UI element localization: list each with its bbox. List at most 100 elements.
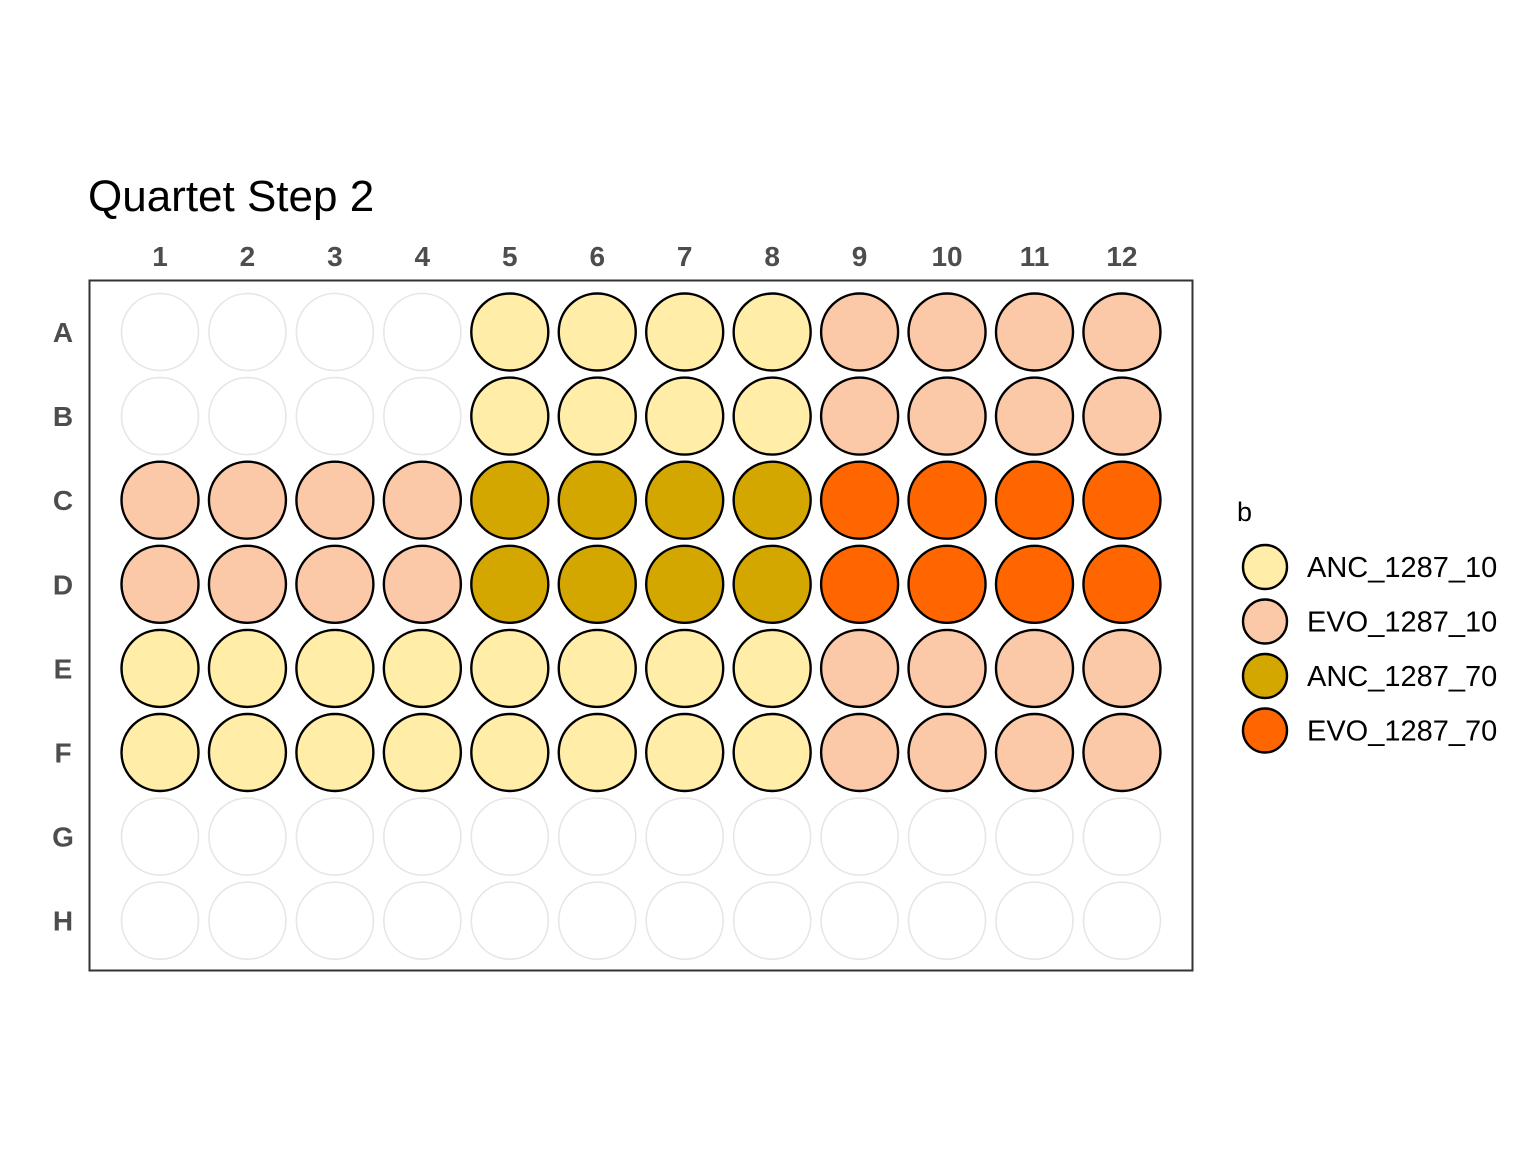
well-G8 — [732, 797, 812, 876]
well-G4 — [383, 797, 462, 876]
column-label-4: 4 — [415, 241, 431, 272]
well-H4 — [383, 881, 462, 961]
well-G7 — [645, 797, 725, 876]
well-D6 — [557, 544, 637, 624]
well-D12 — [1082, 544, 1162, 624]
column-label-9: 9 — [852, 241, 868, 272]
well-H10 — [907, 881, 987, 961]
column-label-11: 11 — [1020, 241, 1050, 272]
well-F12 — [1082, 712, 1162, 793]
row-label-H: H — [53, 906, 73, 937]
well-D9 — [819, 544, 900, 624]
well-H8 — [732, 881, 812, 961]
legend-key — [1241, 652, 1289, 700]
chart-title: Quartet Step 2 — [88, 172, 374, 221]
well-E1 — [120, 628, 200, 709]
well-G2 — [208, 797, 287, 876]
well-A7 — [645, 292, 725, 372]
wells — [120, 292, 1162, 961]
legend-label: ANC_1287_70 — [1307, 661, 1497, 693]
row-label-G: G — [52, 822, 74, 853]
well-D1 — [120, 544, 200, 624]
well-B10 — [907, 376, 987, 456]
row-labels: A B C D E F G H — [52, 317, 74, 937]
well-D11 — [994, 544, 1075, 624]
well-E2 — [207, 628, 288, 709]
well-B3 — [295, 376, 375, 456]
well-H7 — [645, 881, 725, 961]
column-label-3: 3 — [327, 241, 343, 272]
well-B7 — [645, 376, 725, 456]
well-D5 — [470, 544, 550, 624]
well-H6 — [557, 881, 637, 961]
well-B4 — [383, 376, 462, 456]
well-A2 — [208, 292, 287, 372]
well-C11 — [994, 460, 1075, 540]
well-E7 — [645, 628, 725, 709]
well-B1 — [120, 376, 200, 456]
well-D4 — [382, 544, 463, 624]
well-E3 — [295, 628, 375, 709]
well-A5 — [470, 292, 550, 372]
well-D2 — [207, 544, 288, 624]
well-F5 — [470, 712, 550, 793]
well-G3 — [295, 797, 375, 876]
well-D3 — [295, 544, 375, 624]
well-F8 — [732, 712, 812, 793]
well-C7 — [645, 460, 725, 540]
well-A3 — [295, 292, 375, 372]
column-label-5: 5 — [502, 241, 518, 272]
column-label-10: 10 — [931, 241, 962, 272]
well-E6 — [557, 628, 637, 709]
column-label-8: 8 — [764, 241, 780, 272]
well-G9 — [820, 797, 899, 876]
well-B9 — [819, 376, 900, 456]
well-C6 — [557, 460, 637, 540]
column-label-2: 2 — [240, 241, 256, 272]
well-A4 — [383, 292, 462, 372]
row-label-E: E — [54, 653, 73, 684]
well-E4 — [382, 628, 463, 709]
well-C12 — [1082, 460, 1162, 540]
well-F11 — [994, 712, 1075, 793]
well-H1 — [120, 881, 200, 961]
well-G10 — [907, 797, 987, 876]
well-E5 — [470, 628, 550, 709]
column-label-6: 6 — [589, 241, 605, 272]
well-A8 — [732, 292, 812, 372]
well-B6 — [557, 376, 637, 456]
well-F10 — [907, 712, 987, 793]
well-A9 — [819, 292, 900, 372]
well-C1 — [120, 460, 200, 540]
well-D7 — [645, 544, 725, 624]
legend-key — [1241, 543, 1289, 591]
well-H12 — [1082, 881, 1162, 961]
well-B2 — [208, 376, 287, 456]
well-C8 — [732, 460, 812, 540]
well-H5 — [470, 881, 550, 961]
well-E12 — [1082, 628, 1162, 709]
well-G1 — [120, 797, 200, 876]
well-H11 — [995, 881, 1074, 961]
well-F6 — [557, 712, 637, 793]
well-C10 — [907, 460, 987, 540]
well-A12 — [1082, 292, 1162, 372]
well-F2 — [207, 712, 288, 793]
well-D10 — [907, 544, 987, 624]
row-label-F: F — [54, 738, 71, 769]
column-label-12: 12 — [1106, 241, 1137, 272]
well-A6 — [557, 292, 637, 372]
well-H3 — [295, 881, 375, 961]
well-B12 — [1082, 376, 1162, 456]
plate-border — [88, 279, 1194, 972]
legend: b ANC_1287_10 EVO_1287_10 ANC_1287_70 EVO_1… — [1237, 497, 1497, 754]
well-C5 — [470, 460, 550, 540]
well-F9 — [819, 712, 900, 793]
column-label-7: 7 — [677, 241, 693, 272]
legend-key — [1241, 707, 1289, 754]
well-E11 — [994, 628, 1075, 709]
well-B5 — [470, 376, 550, 456]
well-C2 — [207, 460, 288, 540]
well-G6 — [557, 797, 637, 876]
